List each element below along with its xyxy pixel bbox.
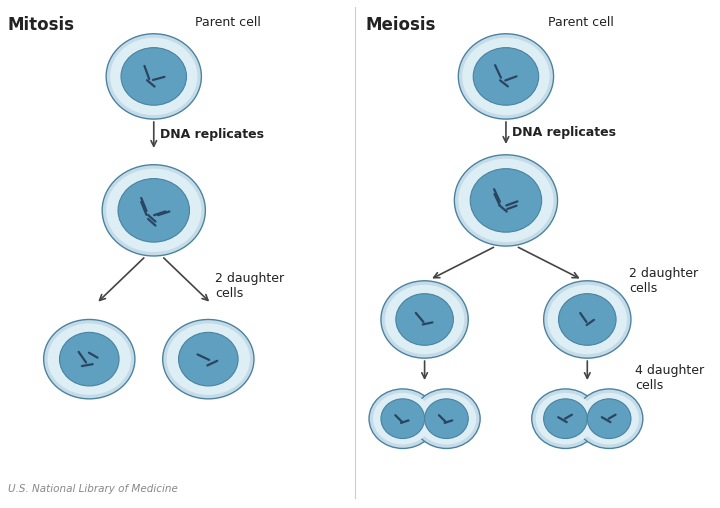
Ellipse shape — [179, 332, 238, 386]
Ellipse shape — [102, 165, 205, 256]
Ellipse shape — [544, 399, 588, 438]
Ellipse shape — [60, 332, 119, 386]
Ellipse shape — [459, 34, 554, 119]
Ellipse shape — [470, 169, 541, 232]
Ellipse shape — [425, 399, 468, 438]
Ellipse shape — [575, 389, 643, 449]
Ellipse shape — [417, 393, 476, 444]
Ellipse shape — [106, 34, 202, 119]
Ellipse shape — [373, 393, 433, 444]
Ellipse shape — [580, 393, 639, 444]
Ellipse shape — [544, 281, 631, 358]
Text: Mitosis: Mitosis — [8, 16, 75, 34]
Text: Meiosis: Meiosis — [365, 16, 436, 34]
Ellipse shape — [110, 38, 197, 115]
Ellipse shape — [369, 389, 436, 449]
Text: DNA replicates: DNA replicates — [160, 129, 264, 141]
Ellipse shape — [118, 179, 189, 242]
Ellipse shape — [48, 324, 131, 395]
Ellipse shape — [381, 399, 425, 438]
Text: Parent cell: Parent cell — [548, 16, 613, 29]
Ellipse shape — [462, 38, 549, 115]
Text: 2 daughter
cells: 2 daughter cells — [629, 267, 698, 295]
Ellipse shape — [454, 155, 557, 246]
Ellipse shape — [381, 281, 468, 358]
Ellipse shape — [532, 389, 599, 449]
Text: Parent cell: Parent cell — [195, 16, 261, 29]
Ellipse shape — [121, 48, 186, 105]
Ellipse shape — [106, 169, 202, 252]
Ellipse shape — [163, 320, 254, 399]
Ellipse shape — [548, 285, 627, 354]
Text: 4 daughter
cells: 4 daughter cells — [635, 364, 704, 392]
Text: DNA replicates: DNA replicates — [512, 126, 616, 140]
Ellipse shape — [536, 393, 595, 444]
Ellipse shape — [385, 285, 464, 354]
Ellipse shape — [413, 389, 480, 449]
Ellipse shape — [559, 294, 616, 345]
Ellipse shape — [44, 320, 135, 399]
Text: U.S. National Library of Medicine: U.S. National Library of Medicine — [8, 484, 178, 494]
Ellipse shape — [459, 159, 554, 242]
Text: 2 daughter
cells: 2 daughter cells — [215, 272, 284, 300]
Ellipse shape — [166, 324, 250, 395]
Ellipse shape — [396, 294, 454, 345]
Ellipse shape — [473, 48, 539, 105]
Ellipse shape — [588, 399, 631, 438]
